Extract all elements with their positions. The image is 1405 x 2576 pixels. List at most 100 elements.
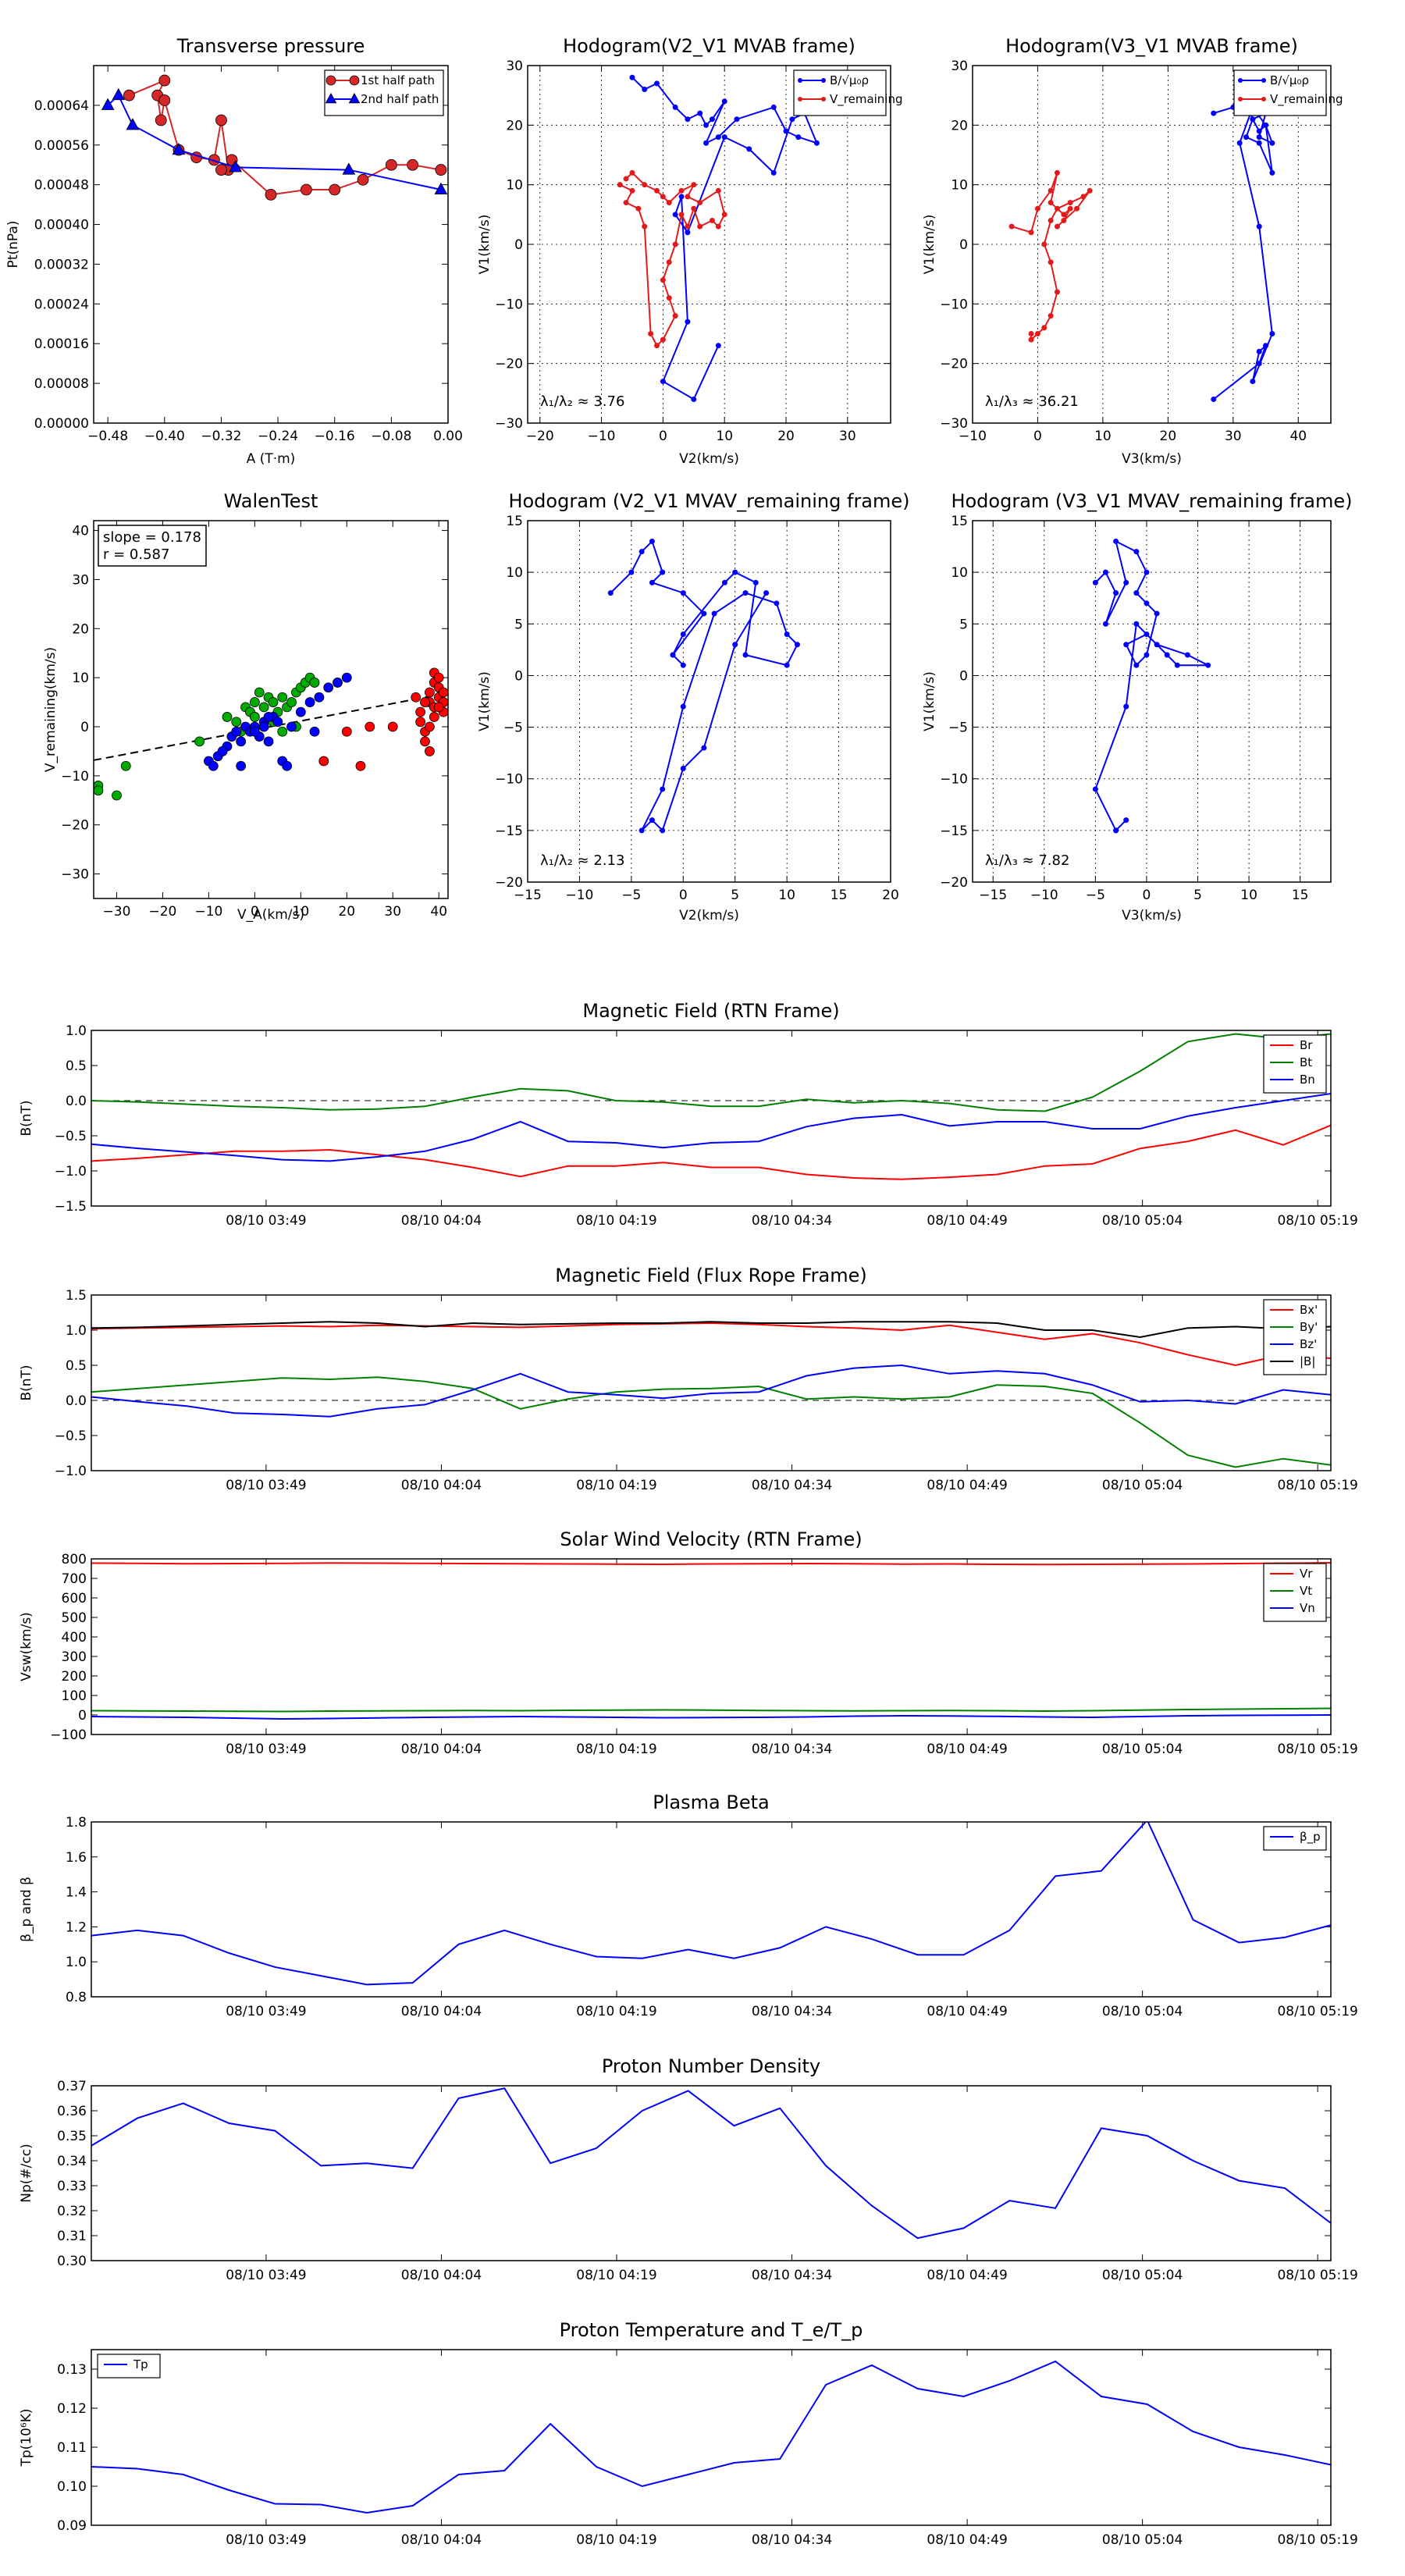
x-tick-label: 08/10 04:49 xyxy=(927,1742,1007,1757)
h4-series-group xyxy=(1092,538,1211,834)
h1-series-0-point xyxy=(697,110,703,116)
x-tick-label: 08/10 04:04 xyxy=(401,1213,482,1229)
y-tick-label: −20 xyxy=(495,875,523,891)
x-tick-label: −10 xyxy=(588,429,616,444)
h2-ylabel: V1(km/s) xyxy=(922,215,937,275)
h2-plot: −10 0 10 20 30 40 −30 −20 −10 0 10 20 30 V3(km/s) λ₁/λ… xyxy=(940,59,1343,467)
h3-series-0-point xyxy=(680,703,686,710)
x-tick-label: 20 xyxy=(882,888,899,903)
ts_b_fr-ylabel: B(nT) xyxy=(19,1364,34,1400)
y-tick-label: 20 xyxy=(72,621,89,637)
legend-box xyxy=(1263,1563,1327,1622)
ts_v-legend: Vr Vt Vn xyxy=(1263,1563,1327,1622)
h3-series-0-point xyxy=(680,590,686,596)
h4-series-0-point xyxy=(1144,652,1150,658)
h4-series-0-point xyxy=(1092,786,1098,792)
h1-series-0-point xyxy=(685,318,691,325)
y-tick-label: −10 xyxy=(940,772,968,788)
ts_beta-legend: β_p xyxy=(1263,1826,1327,1851)
legend-label: B/√μ₀ρ xyxy=(1270,73,1309,87)
x-tick-label: 08/10 04:19 xyxy=(576,1478,656,1493)
tp-series-0-point xyxy=(435,164,447,176)
tp-xlabel: A (T·m) xyxy=(247,451,296,467)
tp-plot: −0.48 −0.40 −0.32 −0.24 −0.16 −0.08 0.00 0.0000… xyxy=(34,66,463,467)
x-tick-label: −5 xyxy=(621,888,641,903)
h4-frame xyxy=(972,520,1332,883)
y-tick-label: −5 xyxy=(503,720,523,736)
h4-series-0-point xyxy=(1154,642,1160,648)
walen-series-0-point xyxy=(309,678,320,688)
legend-label: 1st half path xyxy=(361,73,435,87)
h2-series-1-point xyxy=(1048,200,1054,206)
walen-series-2-point xyxy=(341,726,352,737)
tp-ylabel: Pt(nPa) xyxy=(5,221,21,269)
h3-series-0-point xyxy=(732,642,738,648)
h1-series-0-line xyxy=(631,76,819,400)
h2-series-1-point xyxy=(1054,289,1060,295)
ts_b_fr-series-Bx'-line xyxy=(91,1322,1331,1367)
x-tick-label: 0 xyxy=(659,429,667,444)
h4-series-0-point xyxy=(1184,652,1190,658)
h1-series-1-point xyxy=(666,295,672,301)
h1-frame xyxy=(527,65,891,424)
y-tick-label: 0.37 xyxy=(57,2079,87,2094)
h1-series-1-point xyxy=(617,182,623,188)
h2-series-0-point xyxy=(1250,379,1256,385)
y-tick-label: 0 xyxy=(78,1708,87,1724)
h2-series-0-point xyxy=(1269,169,1275,176)
walen-series-1-point xyxy=(236,736,247,747)
h4-series-0-point xyxy=(1113,538,1119,544)
h1-series-1-line xyxy=(619,172,726,347)
h1-series-0-point xyxy=(770,104,777,110)
h2-series-1-point xyxy=(1034,331,1040,336)
walen-series-0-point xyxy=(249,697,260,707)
h3-series-0-point xyxy=(742,590,749,596)
legend-box xyxy=(1263,1034,1327,1094)
h3-annotation: λ₁/λ₂ ≈ 2.13 xyxy=(540,852,624,869)
x-tick-label: −0.40 xyxy=(144,429,185,444)
ts_b_rtn-frame xyxy=(91,1030,1332,1207)
h3-series-0-point xyxy=(649,579,655,585)
y-tick-label: 10 xyxy=(506,565,523,581)
ts_tp-series-group xyxy=(91,2360,1331,2514)
walen-series-0-point xyxy=(231,717,242,728)
h4-series-0-point xyxy=(1133,590,1140,596)
legend-marker xyxy=(798,97,802,101)
x-tick-label: 08/10 04:34 xyxy=(752,1478,832,1493)
y-tick-label: −10 xyxy=(495,297,523,312)
y-tick-label: 700 xyxy=(62,1571,87,1587)
x-tick-label: 08/10 04:04 xyxy=(401,1478,482,1493)
x-tick-label: 08/10 04:49 xyxy=(927,2004,1007,2019)
y-tick-label: 0.36 xyxy=(57,2104,87,2119)
h3-series-0-point xyxy=(711,610,717,617)
y-tick-label: 0 xyxy=(959,668,968,684)
walen-series-0-point xyxy=(268,697,279,707)
h2-title: Hodogram(V3_V1 MVAB frame) xyxy=(1005,35,1298,57)
x-tick-label: 0.00 xyxy=(433,429,463,444)
h1-series-1-point xyxy=(660,336,666,343)
x-tick-label: −15 xyxy=(979,888,1007,903)
walen-series-2-point xyxy=(425,687,435,698)
h4-series-0-point xyxy=(1092,579,1098,585)
x-tick-label: −10 xyxy=(194,904,222,920)
ts_b_rtn-series-Bn-line xyxy=(91,1093,1331,1162)
h4-xlabel: V3(km/s) xyxy=(1122,908,1182,923)
ts_v-ylabel: Vsw(km/s) xyxy=(19,1612,34,1681)
ts_b_rtn-legend: Br Bt Bn xyxy=(1263,1034,1327,1094)
h1-series-1-point xyxy=(660,277,666,283)
y-tick-label: 1.5 xyxy=(66,1288,87,1304)
legend-marker xyxy=(325,75,336,86)
h1-series-0-point xyxy=(678,194,685,200)
h4-series-0-point xyxy=(1113,590,1119,596)
y-tick-label: 0.8 xyxy=(66,1990,87,2005)
x-tick-label: 0 xyxy=(679,888,688,903)
x-tick-label: 08/10 04:04 xyxy=(401,2004,482,2019)
ts_np-plot: 0.30 0.31 0.32 0.33 0.34 0.35 0.36 0.37 08/10 03… xyxy=(57,2079,1358,2283)
h4-series-0-point xyxy=(1133,549,1140,555)
legend-label: Bn xyxy=(1300,1073,1315,1087)
ts_b_fr-plot: −1.0 −0.5 0.0 0.5 1.0 1.5 08/10 03:49 08/10 04:… xyxy=(55,1288,1358,1493)
h1-series-1-point xyxy=(666,259,672,265)
walen-series-2-point xyxy=(365,721,375,732)
h3-title: Hodogram (V2_V1 MVAV_remaining frame) xyxy=(508,490,909,512)
